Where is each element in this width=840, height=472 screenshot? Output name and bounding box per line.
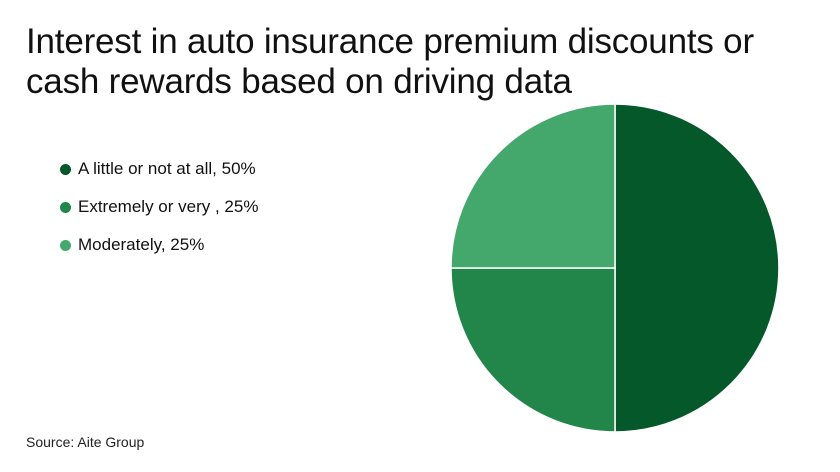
pie-slice-a-little xyxy=(614,103,780,433)
legend-label: Moderately, 25% xyxy=(78,235,205,254)
legend-item-moderately: Moderately, 25% xyxy=(60,226,258,264)
legend-marker xyxy=(60,201,71,213)
legend: A little or not at all, 50% Extremely or… xyxy=(60,150,258,264)
pie-slice-extremely xyxy=(450,267,616,433)
legend-marker xyxy=(60,163,71,175)
legend-marker xyxy=(60,239,71,251)
pie-slice-moderately xyxy=(450,103,616,269)
legend-label: A little or not at all, 50% xyxy=(78,159,256,178)
legend-item-extremely: Extremely or very , 25% xyxy=(60,188,258,226)
legend-label: Extremely or very , 25% xyxy=(78,197,259,216)
chart-title: Interest in auto insurance premium disco… xyxy=(26,22,754,101)
legend-item-a-little: A little or not at all, 50% xyxy=(60,150,258,188)
source-note: Source: Aite Group xyxy=(26,434,145,450)
